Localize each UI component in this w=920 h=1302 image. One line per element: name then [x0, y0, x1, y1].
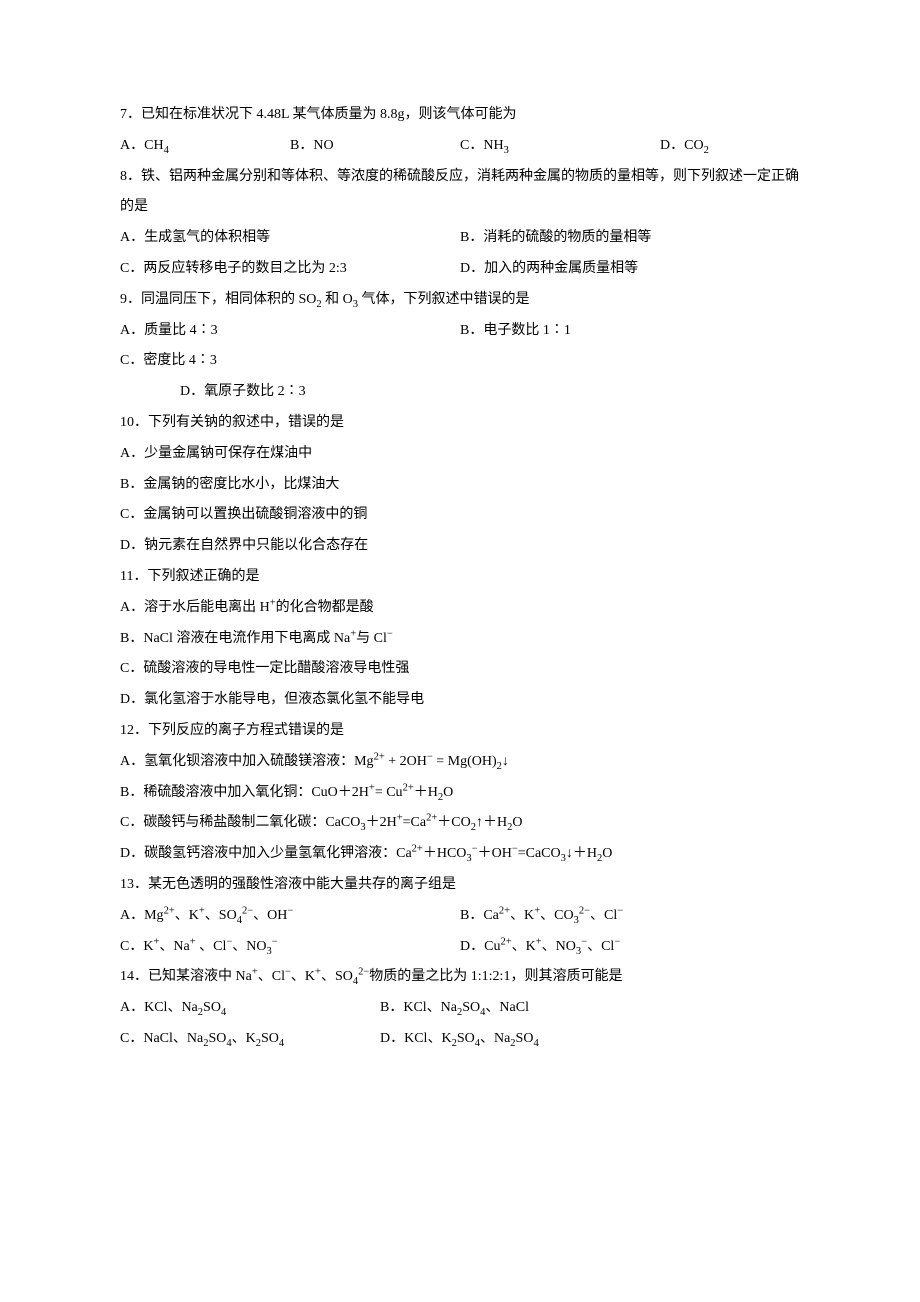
q13-opt-d: D．Cu2+、K+、NO3−、Cl−	[460, 932, 800, 963]
q11-opt-c: C．硫酸溶液的导电性一定比醋酸溶液导电性强	[120, 654, 800, 685]
q11-opt-a: A．溶于水后能电离出 H+的化合物都是酸	[120, 593, 800, 624]
q10-options: A．少量金属钠可保存在煤油中 B．金属钠的密度比水小，比煤油大 C．金属钠可以置…	[120, 439, 800, 562]
q14-options: A．KCl、Na2SO4 B．KCl、Na2SO4、NaCl C．NaCl、Na…	[120, 993, 800, 1055]
q12-opt-a: A．氢氧化钡溶液中加入硫酸镁溶液：Mg2+ + 2OH− = Mg(OH)2↓	[120, 747, 800, 778]
q8-opt-c: C．两反应转移电子的数目之比为 2:3	[120, 254, 460, 285]
q8-opt-b: B．消耗的硫酸的物质的量相等	[460, 223, 800, 254]
q12-opt-d: D．碳酸氢钙溶液中加入少量氢氧化钾溶液：Ca2+＋HCO3−＋OH−=CaCO3…	[120, 839, 800, 870]
q7-opt-a: A．CH4	[120, 131, 290, 162]
q14-opt-b: B．KCl、Na2SO4、NaCl	[380, 993, 780, 1024]
q9-opt-a: A．质量比 4∶3	[120, 316, 460, 347]
q12-opt-b: B．稀硫酸溶液中加入氧化铜：CuO＋2H+= Cu2+＋H2O	[120, 778, 800, 809]
q12-opt-c: C．碳酸钙与稀盐酸制二氧化碳：CaCO3＋2H+=Ca2+＋CO2↑＋H2O	[120, 808, 800, 839]
exam-page: 7．已知在标准状况下 4.48L 某气体质量为 8.8g，则该气体可能为 A．C…	[0, 0, 920, 1115]
q13-opt-b: B．Ca2+、K+、CO32−、Cl−	[460, 901, 800, 932]
q10-opt-a: A．少量金属钠可保存在煤油中	[120, 439, 800, 470]
q14-opt-d: D．KCl、K2SO4、Na2SO4	[380, 1024, 780, 1055]
q11-opt-b: B．NaCl 溶液在电流作用下电离成 Na+与 Cl−	[120, 624, 800, 655]
q8-opt-d: D．加入的两种金属质量相等	[460, 254, 800, 285]
q13-opt-a: A．Mg2+、K+、SO42−、OH−	[120, 901, 460, 932]
q11-stem: 11．下列叙述正确的是	[120, 562, 800, 593]
q12-stem: 12．下列反应的离子方程式错误的是	[120, 716, 800, 747]
q12-options: A．氢氧化钡溶液中加入硫酸镁溶液：Mg2+ + 2OH− = Mg(OH)2↓ …	[120, 747, 800, 870]
q9-opt-d: D．氧原子数比 2∶3	[120, 377, 520, 408]
q9-opt-b: B．电子数比 1∶1	[460, 316, 800, 347]
q13-opt-c: C．K+、Na+ 、Cl−、NO3−	[120, 932, 460, 963]
q14-stem: 14．已知某溶液中 Na+、Cl−、K+、SO42−物质的量之比为 1:1:2:…	[120, 962, 800, 993]
q13-stem: 13．某无色透明的强酸性溶液中能大量共存的离子组是	[120, 870, 800, 901]
q14-opt-c: C．NaCl、Na2SO4、K2SO4	[120, 1024, 380, 1055]
q8-opt-a: A．生成氢气的体积相等	[120, 223, 460, 254]
q14-opt-a: A．KCl、Na2SO4	[120, 993, 380, 1024]
q10-opt-c: C．金属钠可以置换出硫酸铜溶液中的铜	[120, 500, 800, 531]
q10-stem: 10．下列有关钠的叙述中，错误的是	[120, 408, 800, 439]
q8-options: A．生成氢气的体积相等 B．消耗的硫酸的物质的量相等 C．两反应转移电子的数目之…	[120, 223, 800, 285]
q13-options: A．Mg2+、K+、SO42−、OH− B．Ca2+、K+、CO32−、Cl− …	[120, 901, 800, 963]
q8-stem: 8．铁、铝两种金属分别和等体积、等浓度的稀硫酸反应，消耗两种金属的物质的量相等，…	[120, 162, 800, 224]
q10-opt-b: B．金属钠的密度比水小，比煤油大	[120, 470, 800, 501]
q7-stem: 7．已知在标准状况下 4.48L 某气体质量为 8.8g，则该气体可能为	[120, 100, 800, 131]
q10-opt-d: D．钠元素在自然界中只能以化合态存在	[120, 531, 800, 562]
q11-opt-d: D．氯化氢溶于水能导电，但液态氯化氢不能导电	[120, 685, 800, 716]
q7-options: A．CH4 B．NO C．NH3 D．CO2	[120, 131, 800, 162]
q7-opt-d: D．CO2	[660, 131, 780, 162]
q7-opt-b: B．NO	[290, 131, 460, 162]
q9-opt-c: C．密度比 4∶3	[120, 346, 460, 377]
q9-options: A．质量比 4∶3 B．电子数比 1∶1 C．密度比 4∶3 D．氧原子数比 2…	[120, 316, 800, 408]
q11-options: A．溶于水后能电离出 H+的化合物都是酸 B．NaCl 溶液在电流作用下电离成 …	[120, 593, 800, 716]
q9-stem: 9．同温同压下，相同体积的 SO2 和 O3 气体，下列叙述中错误的是	[120, 285, 800, 316]
q7-opt-c: C．NH3	[460, 131, 660, 162]
